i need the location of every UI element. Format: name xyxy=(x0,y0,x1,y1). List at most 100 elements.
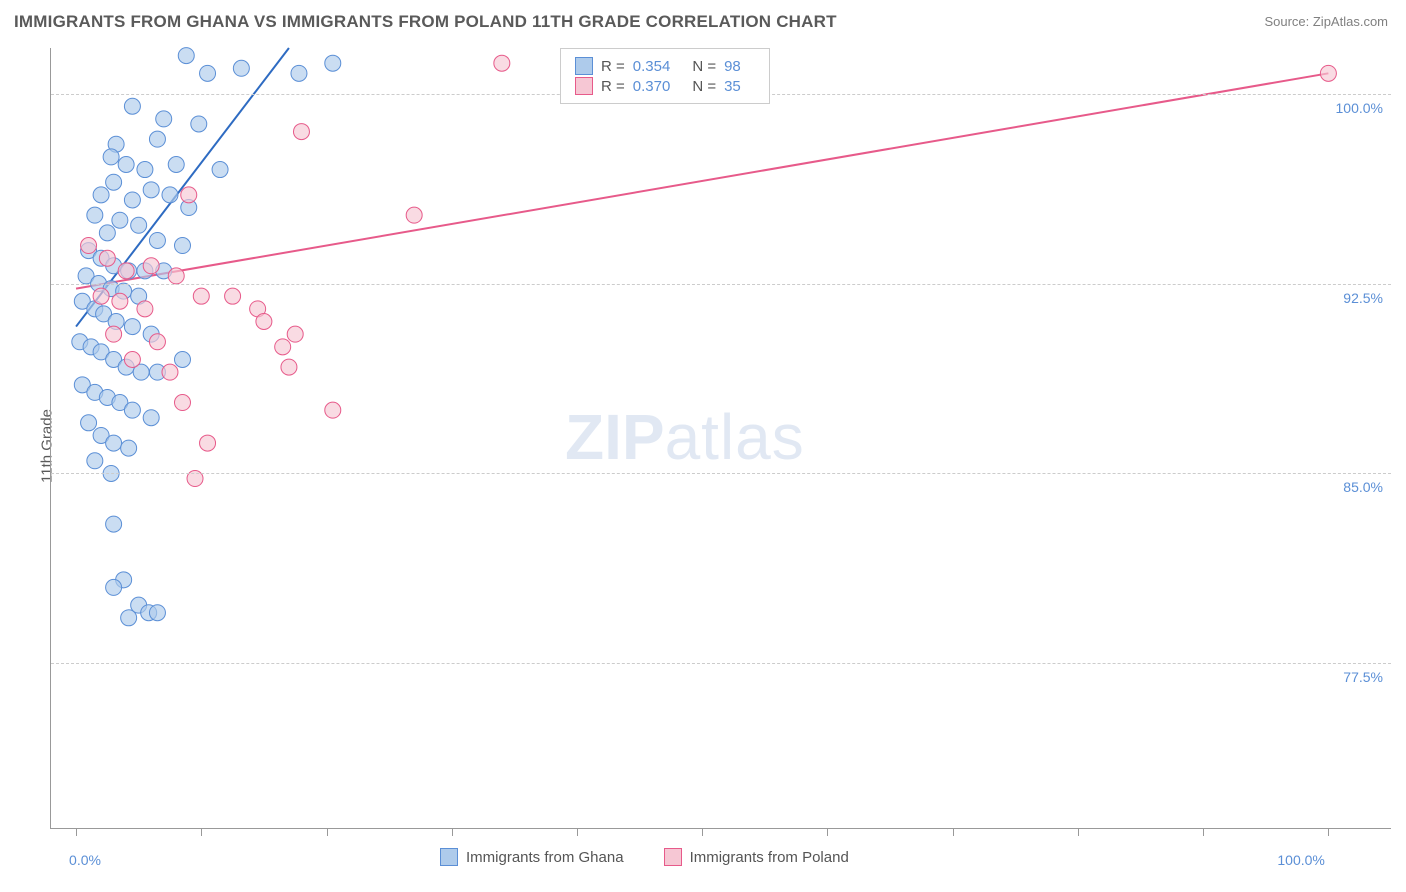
data-point xyxy=(149,605,165,621)
data-point xyxy=(143,182,159,198)
gridline xyxy=(51,663,1391,664)
x-tick xyxy=(953,828,954,836)
chart-title: IMMIGRANTS FROM GHANA VS IMMIGRANTS FROM… xyxy=(14,12,837,32)
data-point xyxy=(112,293,128,309)
source-label: Source: ZipAtlas.com xyxy=(1264,14,1388,29)
data-point xyxy=(168,156,184,172)
n-value-poland: 35 xyxy=(724,78,741,95)
swatch-ghana-bottom xyxy=(440,848,458,866)
y-tick-label: 77.5% xyxy=(1343,669,1383,685)
data-point xyxy=(281,359,297,375)
data-point xyxy=(200,435,216,451)
data-point xyxy=(124,351,140,367)
data-point xyxy=(112,212,128,228)
data-point xyxy=(162,187,178,203)
x-tick xyxy=(827,828,828,836)
data-point xyxy=(233,60,249,76)
data-point xyxy=(149,334,165,350)
data-point xyxy=(293,124,309,140)
data-point xyxy=(99,250,115,266)
data-point xyxy=(118,156,134,172)
data-point xyxy=(193,288,209,304)
data-point xyxy=(87,453,103,469)
correlation-legend: R = 0.354 N = 98 R = 0.370 N = 35 xyxy=(560,48,770,104)
scatter-svg xyxy=(51,48,1391,828)
data-point xyxy=(200,65,216,81)
n-label: N = xyxy=(692,78,716,95)
data-point xyxy=(131,217,147,233)
data-point xyxy=(118,263,134,279)
data-point xyxy=(168,268,184,284)
n-label: N = xyxy=(692,58,716,75)
data-point xyxy=(212,162,228,178)
data-point xyxy=(143,258,159,274)
x-tick xyxy=(327,828,328,836)
data-point xyxy=(106,326,122,342)
swatch-poland-bottom xyxy=(664,848,682,866)
data-point xyxy=(174,238,190,254)
data-point xyxy=(174,395,190,411)
data-point xyxy=(81,238,97,254)
data-point xyxy=(124,319,140,335)
n-value-ghana: 98 xyxy=(724,58,741,75)
x-tick xyxy=(452,828,453,836)
data-point xyxy=(325,402,341,418)
legend-row-poland: R = 0.370 N = 35 xyxy=(575,77,755,95)
data-point xyxy=(99,225,115,241)
data-point xyxy=(256,314,272,330)
data-point xyxy=(156,111,172,127)
legend-label-poland: Immigrants from Poland xyxy=(690,849,849,866)
gridline xyxy=(51,473,1391,474)
series-legend: Immigrants from Ghana Immigrants from Po… xyxy=(440,848,849,866)
data-point xyxy=(494,55,510,71)
x-tick-label: 0.0% xyxy=(69,852,101,868)
legend-item-ghana: Immigrants from Ghana xyxy=(440,848,624,866)
data-point xyxy=(1320,65,1336,81)
data-point xyxy=(149,232,165,248)
x-tick xyxy=(1328,828,1329,836)
data-point xyxy=(93,288,109,304)
x-tick xyxy=(201,828,202,836)
data-point xyxy=(124,192,140,208)
data-point xyxy=(137,162,153,178)
legend-item-poland: Immigrants from Poland xyxy=(664,848,849,866)
data-point xyxy=(93,187,109,203)
r-label: R = xyxy=(601,58,625,75)
legend-label-ghana: Immigrants from Ghana xyxy=(466,849,624,866)
data-point xyxy=(124,402,140,418)
data-point xyxy=(87,207,103,223)
y-tick-label: 85.0% xyxy=(1343,479,1383,495)
data-point xyxy=(143,410,159,426)
data-point xyxy=(181,187,197,203)
trend-line xyxy=(76,73,1328,288)
data-point xyxy=(103,149,119,165)
x-tick xyxy=(577,828,578,836)
y-tick-label: 100.0% xyxy=(1336,100,1383,116)
data-point xyxy=(121,440,137,456)
gridline xyxy=(51,284,1391,285)
r-value-ghana: 0.354 xyxy=(633,58,671,75)
data-point xyxy=(137,301,153,317)
y-tick-label: 92.5% xyxy=(1343,290,1383,306)
x-tick xyxy=(702,828,703,836)
x-tick xyxy=(76,828,77,836)
data-point xyxy=(106,435,122,451)
data-point xyxy=(106,174,122,190)
data-point xyxy=(162,364,178,380)
data-point xyxy=(149,131,165,147)
swatch-poland xyxy=(575,77,593,95)
x-tick-label: 100.0% xyxy=(1277,852,1324,868)
r-value-poland: 0.370 xyxy=(633,78,671,95)
x-tick xyxy=(1078,828,1079,836)
data-point xyxy=(325,55,341,71)
data-point xyxy=(191,116,207,132)
data-point xyxy=(124,98,140,114)
data-point xyxy=(106,579,122,595)
data-point xyxy=(174,351,190,367)
data-point xyxy=(81,415,97,431)
data-point xyxy=(178,48,194,64)
r-label: R = xyxy=(601,78,625,95)
data-point xyxy=(406,207,422,223)
data-point xyxy=(106,516,122,532)
data-point xyxy=(275,339,291,355)
